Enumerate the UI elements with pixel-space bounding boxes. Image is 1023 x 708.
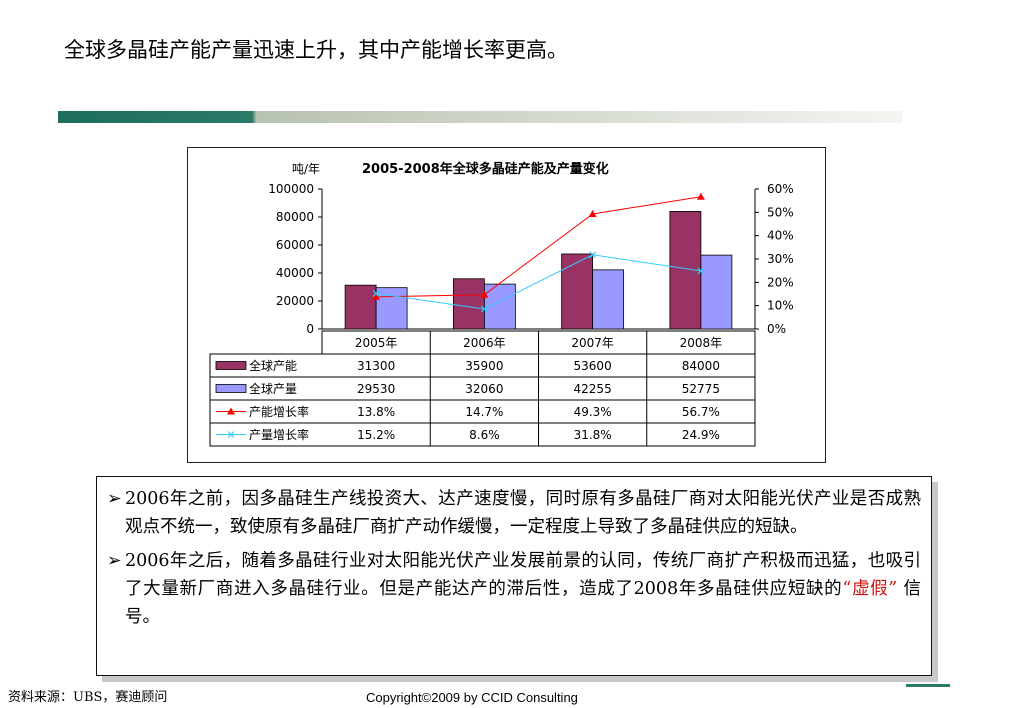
data-label: 56.7% xyxy=(682,405,720,419)
legend-key-bar xyxy=(215,361,247,370)
arrow-bullet-icon: ➢ xyxy=(107,489,122,509)
y2-tick-label: 30% xyxy=(767,252,794,266)
legend-x-marker xyxy=(227,431,235,438)
y-tick-label: 60000 xyxy=(276,238,314,252)
legend-label: 产能增长率 xyxy=(249,404,309,419)
copyright: Copyright©2009 by CCID Consulting xyxy=(366,690,578,705)
y-axis-unit: 吨/年 xyxy=(292,162,320,176)
chart-panel: 吨/年 2005-2008年全球多晶硅产能及产量变化 100000 80000 6000… xyxy=(187,147,826,463)
note-text-2: 2006年之后，随着多晶硅行业对太阳能光伏产业发展前景的认同，传统厂商扩产积极而… xyxy=(125,551,921,599)
note-paragraph-2: ➢ 2006年之后，随着多晶硅行业对太阳能光伏产业发展前景的认同，传统厂商扩产积… xyxy=(107,547,921,631)
data-label: 24.9% xyxy=(682,428,720,442)
notes-box: ➢ 2006年之前，因多晶硅生产线投资大、达产速度慢，同时原有多晶硅厂商对太阳能… xyxy=(96,476,932,676)
data-label: 31300 xyxy=(357,359,395,373)
bar-capacity xyxy=(344,284,377,330)
data-label: 31.8% xyxy=(574,428,612,442)
x-marker xyxy=(372,290,380,297)
legend-triangle-marker xyxy=(227,407,235,415)
y-tick-label: 20000 xyxy=(276,294,314,308)
note-paragraph-1: ➢ 2006年之前，因多晶硅生产线投资大、达产速度慢，同时原有多晶硅厂商对太阳能… xyxy=(107,485,921,541)
page-title: 全球多晶硅产能产量迅速上升，其中产能增长率更高。 xyxy=(64,38,568,62)
y2-tick-label: 60% xyxy=(767,182,794,196)
accent-bar xyxy=(58,111,902,123)
triangle-marker xyxy=(372,292,381,300)
y2-tick-label: 10% xyxy=(767,299,794,313)
data-label: 53600 xyxy=(574,359,612,373)
triangle-marker xyxy=(480,290,489,298)
data-label: 52775 xyxy=(682,382,720,396)
y2-tick-label: 20% xyxy=(767,275,794,289)
legend-label: 全球产量 xyxy=(249,381,297,396)
data-label: 42255 xyxy=(574,382,612,396)
line-capacity-growth xyxy=(376,196,701,298)
bar-output xyxy=(592,269,625,330)
note-text-1: 2006年之前，因多晶硅生产线投资大、达产速度慢，同时原有多晶硅厂商对太阳能光伏… xyxy=(125,489,921,537)
y2-tick-label: 50% xyxy=(767,205,794,219)
y2-tick-label: 0% xyxy=(767,322,786,336)
x-marker xyxy=(697,267,705,275)
x-tick-label: 2008年 xyxy=(680,336,723,350)
data-label: 14.7% xyxy=(465,405,503,419)
chart-title: 2005-2008年全球多晶硅产能及产量变化 xyxy=(362,161,609,177)
x-marker xyxy=(589,251,597,259)
y-tick-label: 0 xyxy=(306,322,314,336)
data-label: 13.8% xyxy=(357,405,395,419)
line-output-growth xyxy=(376,254,701,310)
footer-accent-line xyxy=(906,684,950,687)
note-emphasis: “虚假” xyxy=(842,579,898,599)
legend-label: 全球产能 xyxy=(249,358,297,373)
legend-label: 产量增长率 xyxy=(249,427,309,442)
y-tick-label: 80000 xyxy=(276,210,314,224)
data-label: 49.3% xyxy=(574,405,612,419)
data-label: 32060 xyxy=(465,382,503,396)
y2-tick-label: 40% xyxy=(767,229,794,243)
x-tick-label: 2006年 xyxy=(463,336,506,350)
bar-output xyxy=(700,254,733,330)
arrow-bullet-icon: ➢ xyxy=(107,551,122,571)
y-tick-label: 40000 xyxy=(276,266,314,280)
chart-svg: 吨/年 2005-2008年全球多晶硅产能及产量变化 100000 80000 6000… xyxy=(209,161,794,447)
note-text-2-end: 信号。 xyxy=(125,579,921,627)
x-tick-label: 2005年 xyxy=(355,336,398,350)
legend-key-bar xyxy=(215,384,247,393)
data-label: 84000 xyxy=(682,359,720,373)
x-tick-label: 2007年 xyxy=(571,336,614,350)
data-label: 35900 xyxy=(465,359,503,373)
y-tick-label: 100000 xyxy=(268,182,314,196)
triangle-marker xyxy=(588,209,597,217)
bar-capacity xyxy=(452,278,485,330)
data-label: 8.6% xyxy=(469,428,500,442)
bar-capacity xyxy=(561,253,594,330)
triangle-marker xyxy=(696,192,705,200)
data-label: 15.2% xyxy=(357,428,395,442)
data-label: 29530 xyxy=(357,382,395,396)
x-marker xyxy=(480,305,488,313)
source-note: 资料来源：UBS，赛迪顾问 xyxy=(8,690,168,705)
